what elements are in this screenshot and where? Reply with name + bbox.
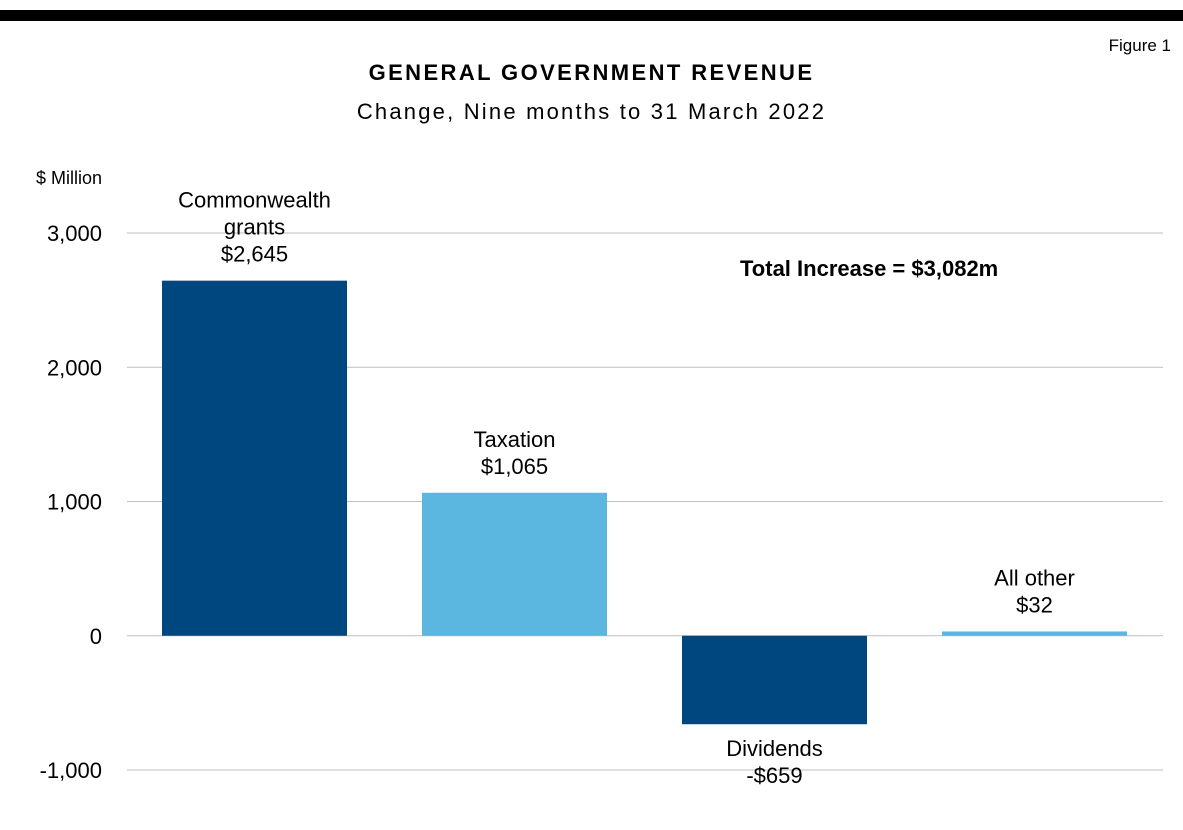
figure-label: Figure 1 (1108, 36, 1171, 55)
bar (162, 280, 347, 636)
y-tick-label: -1,000 (40, 758, 102, 783)
bar-value-label: -$659 (746, 763, 802, 788)
bar-category-label: Commonwealth (178, 188, 331, 213)
bar-category-label: All other (994, 565, 1075, 590)
chart-subtitle: Change, Nine months to 31 March 2022 (356, 99, 827, 124)
bar-category-label: Taxation (474, 427, 556, 452)
top-rule (0, 10, 1183, 21)
y-axis-ticks: 3,000 2,000 1,000 0 -1,000 (40, 221, 102, 783)
bar-value-label: $32 (1016, 592, 1053, 617)
bar-value-label: $2,645 (221, 242, 288, 267)
chart-title: GENERAL GOVERNMENT REVENUE (368, 60, 815, 85)
bar (942, 631, 1127, 636)
y-tick-label: 0 (90, 624, 102, 649)
y-tick-label: 2,000 (47, 355, 102, 380)
y-tick-label: 3,000 (47, 221, 102, 246)
bar-category-label: grants (224, 215, 285, 240)
bar (422, 492, 607, 636)
total-annotation: Total Increase = $3,082m (740, 256, 998, 281)
bar-category-label: Dividends (726, 736, 823, 761)
bar-value-label: $1,065 (481, 454, 548, 479)
y-axis-label: $ Million (36, 168, 102, 188)
bar (682, 635, 867, 725)
y-tick-label: 1,000 (47, 490, 102, 515)
bars (162, 280, 1127, 725)
